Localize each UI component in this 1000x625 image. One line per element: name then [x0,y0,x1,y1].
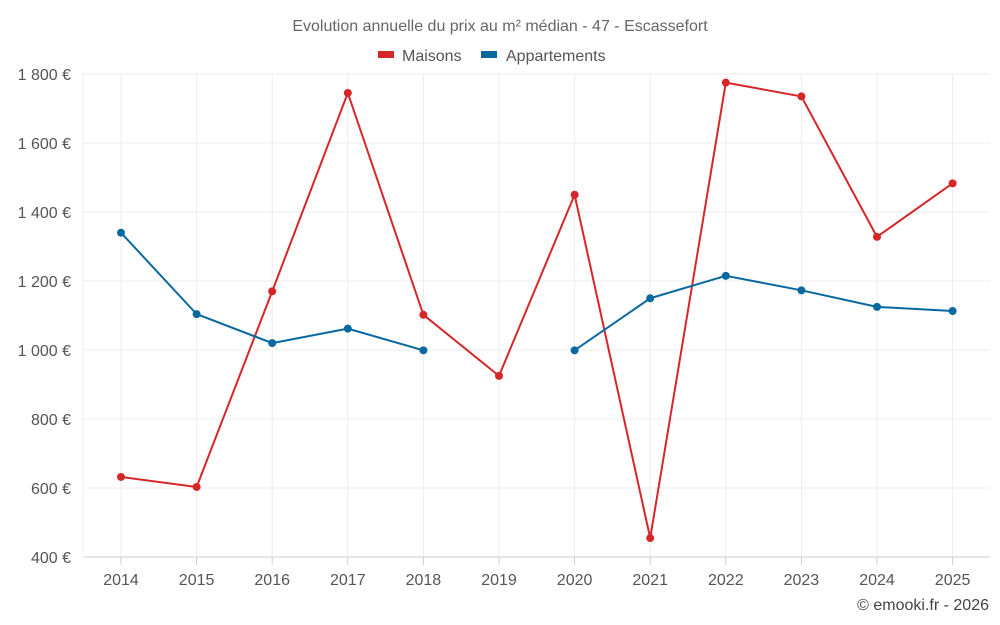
series-line [574,274,953,352]
data-point[interactable] [797,92,806,101]
data-point[interactable] [873,302,881,311]
grid [83,73,990,558]
legend-swatch [481,51,497,58]
y-tick-label: 1 000 € [18,343,71,360]
x-tick-label: 2014 [103,572,139,589]
x-tick-label: 2023 [784,572,820,589]
x-tick-label: 2018 [406,572,442,589]
data-point[interactable] [192,310,201,319]
data-point[interactable] [797,286,806,295]
y-tick-label: 1 400 € [18,205,71,222]
chart-title: Evolution annuelle du prix au m² médian … [292,18,708,35]
y-tick-label: 600 € [31,481,71,498]
y-tick-label: 1 600 € [18,136,71,153]
series-line [120,81,954,540]
legend-label[interactable]: Appartements [506,48,606,65]
data-point[interactable] [873,232,881,241]
data-point[interactable] [721,271,730,280]
x-tick-label: 2017 [330,572,366,589]
data-point[interactable] [192,482,201,491]
x-tick-label: 2015 [179,572,215,589]
series-layer [117,78,957,543]
data-point[interactable] [343,324,352,333]
data-point[interactable] [343,88,352,97]
series-maisons [117,78,957,543]
data-point[interactable] [570,190,579,199]
credit-text: © emooki.fr - 2026 [857,597,989,614]
y-tick-label: 800 € [31,412,71,429]
data-point[interactable] [646,294,655,303]
data-point[interactable] [948,179,957,188]
data-point[interactable] [268,339,277,348]
x-tick-label: 2019 [481,572,517,589]
data-point[interactable] [495,371,503,380]
data-point[interactable] [117,472,125,481]
x-tick-label: 2025 [935,572,971,589]
data-point[interactable] [948,307,957,316]
legend-label[interactable]: Maisons [402,48,462,65]
x-tick-label: 2024 [859,572,895,589]
y-tick-label: 400 € [31,550,71,567]
data-point[interactable] [419,346,428,355]
x-tick-label: 2016 [254,572,290,589]
axes: 400 € 600 € 800 € 1 000 € 1 200 € 1 400 € 1 60… [18,67,971,589]
data-point[interactable] [570,346,579,355]
x-tick-label: 2022 [708,572,744,589]
legend-swatch [378,51,394,58]
x-tick-label: 2020 [557,572,593,589]
data-point[interactable] [721,78,730,87]
data-point[interactable] [117,228,125,237]
series-appartements [117,228,957,355]
data-point[interactable] [268,287,277,296]
y-tick-label: 1 800 € [18,67,71,84]
x-tick-label: 2021 [632,572,668,589]
data-point[interactable] [646,534,655,543]
data-point[interactable] [419,310,428,319]
legend: Maisons Appartements [378,48,606,65]
y-tick-label: 1 200 € [18,274,71,291]
